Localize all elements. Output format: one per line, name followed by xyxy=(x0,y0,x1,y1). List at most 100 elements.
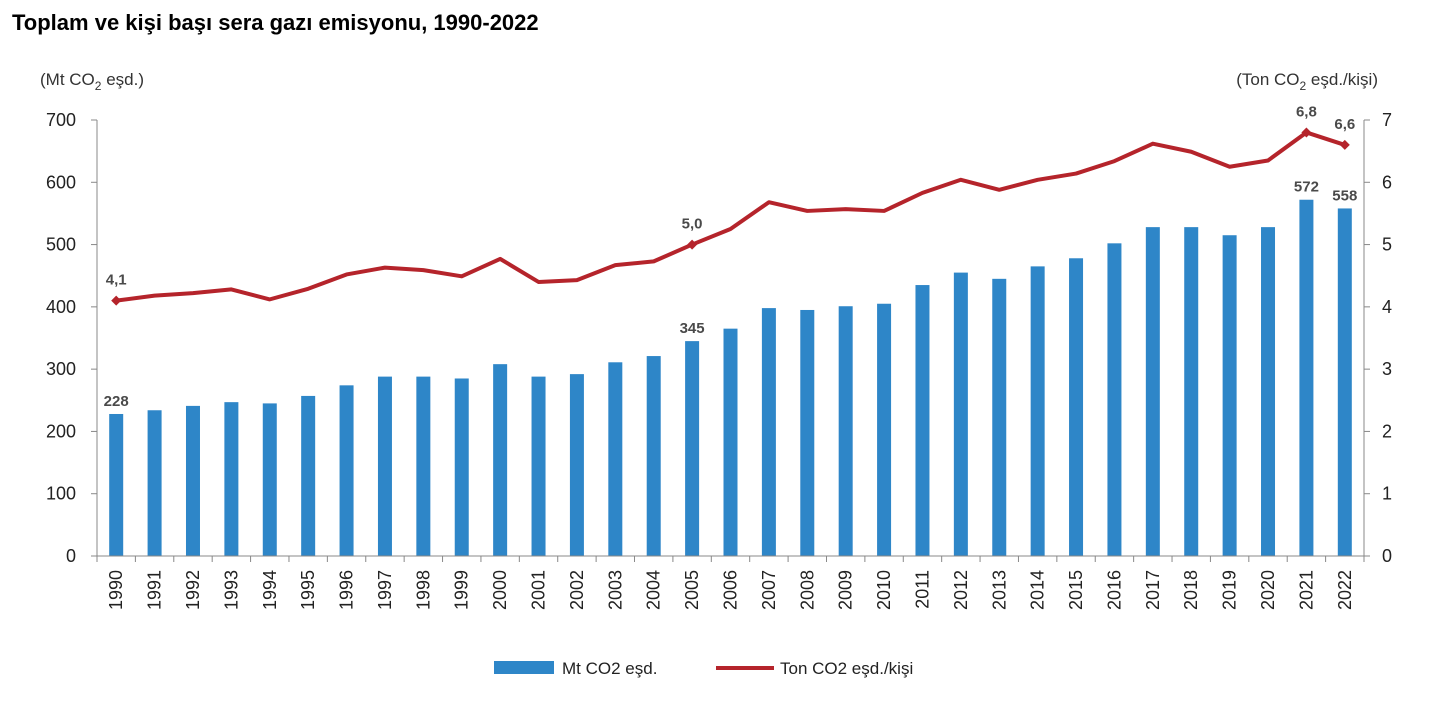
x-tick-label: 2009 xyxy=(836,570,856,610)
bar xyxy=(646,356,661,556)
bar xyxy=(109,413,124,556)
bar-data-label: 345 xyxy=(680,320,705,337)
x-tick-label: 2001 xyxy=(529,570,549,610)
line-marker xyxy=(111,295,122,306)
line-series xyxy=(115,130,1346,303)
bar-series xyxy=(109,199,1352,557)
line-data-label: 5,0 xyxy=(682,216,703,233)
x-tick-label: 2015 xyxy=(1066,570,1086,610)
left-tick-label: 600 xyxy=(46,172,76,192)
x-tick-label: 2002 xyxy=(567,570,587,610)
chart-title: Toplam ve kişi başı sera gazı emisyonu, … xyxy=(12,10,539,35)
x-tick-label: 2022 xyxy=(1335,570,1355,610)
bar xyxy=(1261,227,1276,557)
x-tick-label: 1999 xyxy=(452,570,472,610)
line-marker xyxy=(1339,139,1350,150)
left-tick-label: 100 xyxy=(46,484,76,504)
bar xyxy=(454,378,469,556)
x-tick-label: 2003 xyxy=(605,570,625,610)
x-tick-label: 2000 xyxy=(490,570,510,610)
legend: Mt CO2 eşd. Ton CO2 eşd./kişi xyxy=(494,659,913,678)
bar xyxy=(1069,258,1084,556)
bar xyxy=(224,402,239,556)
x-tick-label: 2013 xyxy=(989,570,1009,610)
series-line xyxy=(115,130,1346,303)
bar xyxy=(761,308,776,556)
x-tick-label: 2011 xyxy=(912,570,932,609)
bar xyxy=(877,303,892,556)
legend-bar-swatch xyxy=(494,661,554,674)
x-tick-label: 2007 xyxy=(759,570,779,610)
x-tick-label: 1990 xyxy=(106,570,126,610)
x-tick-label: 2010 xyxy=(874,570,894,610)
bar xyxy=(685,341,700,556)
x-tick-label: 2020 xyxy=(1258,570,1278,610)
bar xyxy=(1337,208,1352,556)
bar xyxy=(493,364,508,556)
x-tick-label: 2008 xyxy=(797,570,817,610)
bar xyxy=(915,285,930,556)
bar xyxy=(301,395,316,556)
left-tick-label: 300 xyxy=(46,359,76,379)
x-tick-label: 2012 xyxy=(951,570,971,610)
bar xyxy=(377,376,392,556)
x-tick-label: 1994 xyxy=(260,570,280,610)
data-labels: 228 345 572 558 4,1 5,0 6,8 6,6 xyxy=(104,103,1358,410)
right-tick-label: 0 xyxy=(1382,546,1392,566)
x-tick-label: 2005 xyxy=(682,570,702,610)
x-tick-label: 1991 xyxy=(145,570,165,610)
right-tick-label: 2 xyxy=(1382,421,1392,441)
right-axis-label: (Ton CO2 eşd./kişi) xyxy=(1236,70,1378,93)
bar xyxy=(1299,199,1314,556)
x-tick-label: 2021 xyxy=(1296,570,1316,610)
bar xyxy=(262,403,277,556)
x-tick-label: 2019 xyxy=(1220,570,1240,610)
bar xyxy=(185,405,200,556)
bar xyxy=(339,385,354,556)
bar xyxy=(531,376,546,556)
bar-data-label: 228 xyxy=(104,393,129,410)
bar xyxy=(569,374,584,556)
bar xyxy=(800,309,815,556)
bar xyxy=(723,328,738,556)
x-tick-label: 1993 xyxy=(221,570,241,610)
bar xyxy=(838,306,853,556)
bar xyxy=(608,362,623,556)
left-tick-label: 400 xyxy=(46,297,76,317)
x-tick-label: 1997 xyxy=(375,570,395,610)
x-tick-label: 2018 xyxy=(1181,570,1201,610)
left-axis-label: (Mt CO2 eşd.) xyxy=(40,70,144,93)
bar xyxy=(1145,227,1160,557)
bar xyxy=(992,278,1007,556)
line-data-label: 6,8 xyxy=(1296,103,1317,120)
bar-data-label: 558 xyxy=(1332,187,1357,204)
x-tick-label: 1998 xyxy=(413,570,433,610)
right-tick-label: 6 xyxy=(1382,172,1392,192)
left-tick-label: 500 xyxy=(46,235,76,255)
bar xyxy=(1030,266,1045,556)
bar xyxy=(1107,243,1122,556)
x-tick-label: 1996 xyxy=(337,570,357,610)
line-marker xyxy=(687,239,698,250)
legend-bar-label: Mt CO2 eşd. xyxy=(562,659,657,678)
left-tick-label: 0 xyxy=(66,546,76,566)
bar-data-label: 572 xyxy=(1294,179,1319,196)
x-tick-label: 2004 xyxy=(644,570,664,610)
line-data-label: 4,1 xyxy=(106,272,127,289)
right-tick-label: 5 xyxy=(1382,235,1392,255)
right-tick-label: 3 xyxy=(1382,359,1392,379)
bar xyxy=(147,410,162,556)
x-tick-label: 2016 xyxy=(1104,570,1124,610)
x-tick-label: 2017 xyxy=(1143,570,1163,610)
bar xyxy=(953,272,968,556)
line-marker xyxy=(1301,127,1312,138)
x-tick-label: 1992 xyxy=(183,570,203,610)
x-tick-label: 2014 xyxy=(1028,570,1048,610)
right-tick-label: 4 xyxy=(1382,297,1392,317)
bar xyxy=(1222,235,1237,556)
bar xyxy=(1184,227,1199,557)
right-tick-label: 7 xyxy=(1382,110,1392,130)
bar xyxy=(416,376,431,556)
